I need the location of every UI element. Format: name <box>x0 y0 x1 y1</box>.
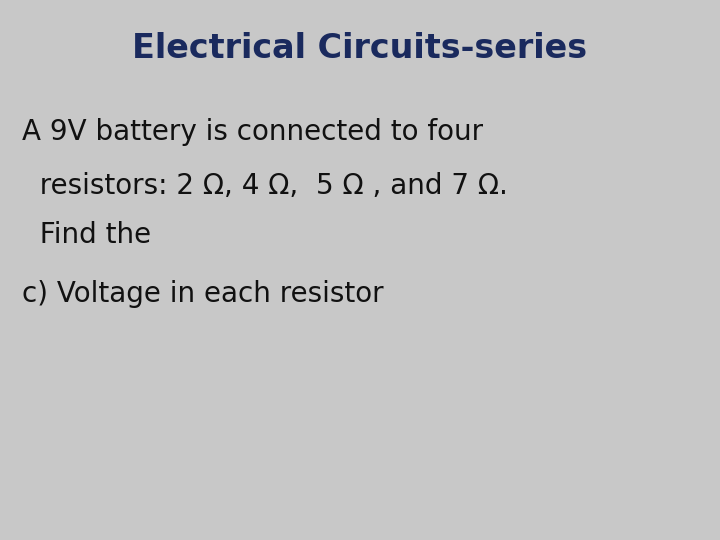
Text: resistors: 2 Ω, 4 Ω,  5 Ω , and 7 Ω.: resistors: 2 Ω, 4 Ω, 5 Ω , and 7 Ω. <box>22 172 508 200</box>
Text: c) Voltage in each resistor: c) Voltage in each resistor <box>22 280 383 308</box>
Text: Electrical Circuits-series: Electrical Circuits-series <box>132 32 588 65</box>
Text: A 9V battery is connected to four: A 9V battery is connected to four <box>22 118 482 146</box>
Text: Find the: Find the <box>22 221 150 249</box>
